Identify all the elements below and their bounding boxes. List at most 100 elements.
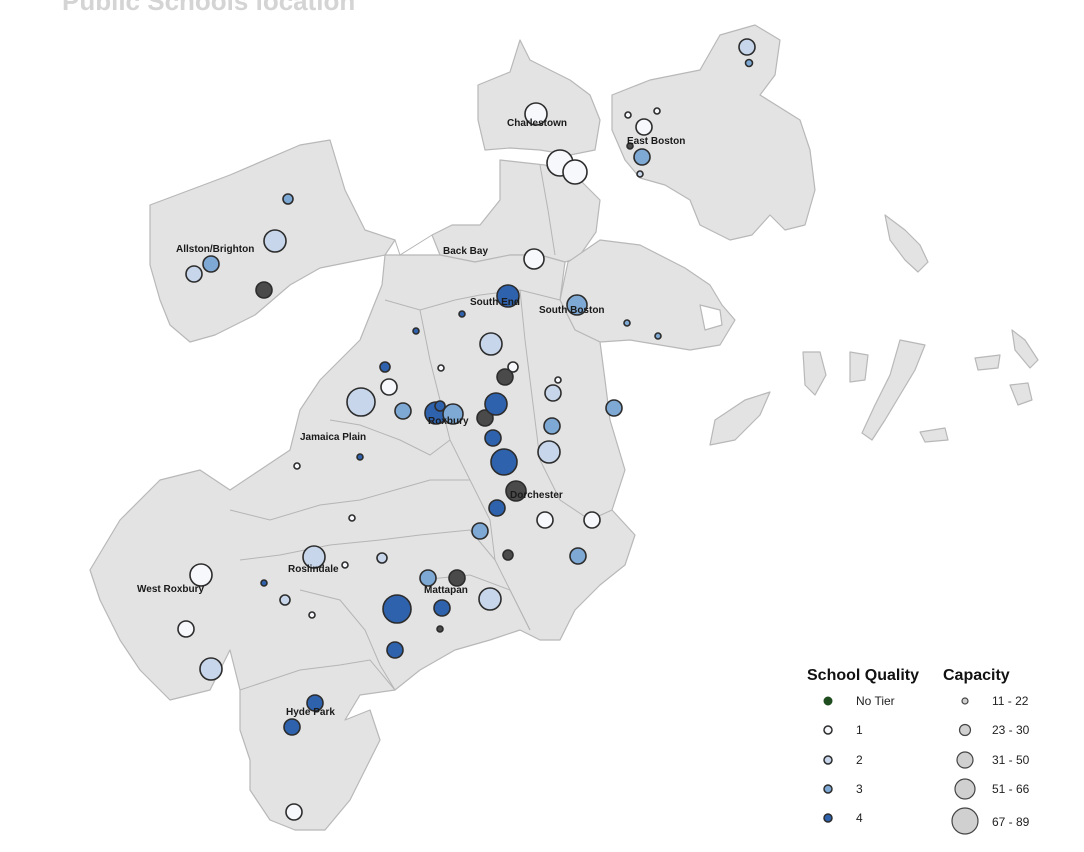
school-marker[interactable] [341,561,349,569]
school-marker[interactable] [537,440,561,464]
legend-quality-label: No Tier [856,694,895,708]
island-3 [849,351,869,383]
school-marker[interactable] [283,718,301,736]
school-marker[interactable] [436,625,444,633]
label-mattapan: Mattapan [424,585,468,596]
school-marker[interactable] [348,514,356,522]
school-marker[interactable] [496,368,514,386]
school-marker[interactable] [434,400,446,412]
legend-capacity-title: Capacity [943,667,1010,684]
school-marker[interactable] [636,170,644,178]
school-marker[interactable] [306,694,324,712]
school-marker[interactable] [433,599,451,617]
school-marker[interactable] [282,193,294,205]
school-marker[interactable] [380,378,398,396]
legend-size-1 [961,697,969,705]
school-marker[interactable] [442,403,464,425]
school-marker[interactable] [202,255,220,273]
school-marker[interactable] [394,402,412,420]
school-marker[interactable] [386,641,404,659]
map-title: Public Schools location [62,0,356,16]
school-marker[interactable] [623,319,631,327]
school-marker[interactable] [554,376,562,384]
school-marker[interactable] [379,361,391,373]
school-marker[interactable] [484,392,508,416]
legend-swatch-tier-4 [823,813,833,823]
legend-swatch-tier-1 [823,725,833,735]
school-marker[interactable] [524,102,548,126]
neighborhood-central[interactable] [89,254,636,831]
school-marker[interactable] [471,522,489,540]
school-marker[interactable] [633,148,651,166]
island-9 [919,427,949,443]
island-7 [1011,329,1039,369]
school-marker[interactable] [502,549,514,561]
school-marker[interactable] [448,569,466,587]
island-1 [884,214,929,273]
schools-layer [177,38,756,821]
school-marker[interactable] [255,281,273,299]
school-marker[interactable] [562,159,588,185]
school-marker[interactable] [543,417,561,435]
school-marker[interactable] [177,620,195,638]
school-marker[interactable] [569,547,587,565]
legend-capacity-label: 23 - 30 [992,723,1030,737]
island-8 [1009,382,1033,406]
island-4 [861,339,926,441]
school-marker[interactable] [412,327,420,335]
school-marker[interactable] [293,462,301,470]
school-marker[interactable] [476,409,494,427]
school-marker[interactable] [478,587,502,611]
school-marker[interactable] [583,511,601,529]
label-south-boston: South Boston [539,305,605,316]
school-marker[interactable] [308,611,316,619]
school-marker[interactable] [490,448,518,476]
school-marker[interactable] [437,364,445,372]
school-marker[interactable] [507,361,519,373]
school-marker[interactable] [285,803,303,821]
school-marker[interactable] [626,142,634,150]
school-marker[interactable] [263,229,287,253]
legend-size-5 [951,807,979,835]
school-marker[interactable] [189,563,213,587]
neighborhood-south-boston[interactable] [559,239,736,351]
island-6 [974,354,1001,371]
school-marker[interactable] [279,594,291,606]
legend-capacity-label: 67 - 89 [992,815,1030,829]
school-marker[interactable] [484,429,502,447]
school-marker[interactable] [566,294,588,316]
school-marker[interactable] [185,265,203,283]
school-marker[interactable] [458,310,466,318]
school-marker[interactable] [654,332,662,340]
school-marker[interactable] [744,58,754,68]
school-marker[interactable] [346,387,376,417]
island-2 [802,351,827,396]
label-hyde-park: Hyde Park [286,707,335,718]
school-marker[interactable] [523,248,545,270]
school-marker[interactable] [382,594,412,624]
school-marker[interactable] [302,545,326,569]
school-marker[interactable] [376,552,388,564]
label-roslindale: Roslindale [288,564,339,575]
school-marker[interactable] [479,332,503,356]
land-layer [89,24,1039,831]
school-marker[interactable] [653,107,661,115]
school-marker[interactable] [536,511,554,529]
legend-capacity-label: 11 - 22 [992,694,1029,708]
school-marker[interactable] [488,499,506,517]
school-marker[interactable] [260,579,268,587]
school-marker[interactable] [624,111,632,119]
school-marker[interactable] [356,453,364,461]
school-marker[interactable] [635,118,653,136]
label-east-boston: East Boston [627,136,685,147]
school-marker[interactable] [496,284,520,308]
school-marker[interactable] [505,480,527,502]
school-marker[interactable] [419,569,437,587]
school-marker[interactable] [199,657,223,681]
school-marker[interactable] [738,38,756,56]
legend-quality-title: School Quality [807,667,919,684]
neighborhood-charlestown[interactable] [477,39,601,156]
school-marker[interactable] [544,384,562,402]
school-marker[interactable] [605,399,623,417]
neighborhood-east-boston[interactable] [611,24,816,241]
